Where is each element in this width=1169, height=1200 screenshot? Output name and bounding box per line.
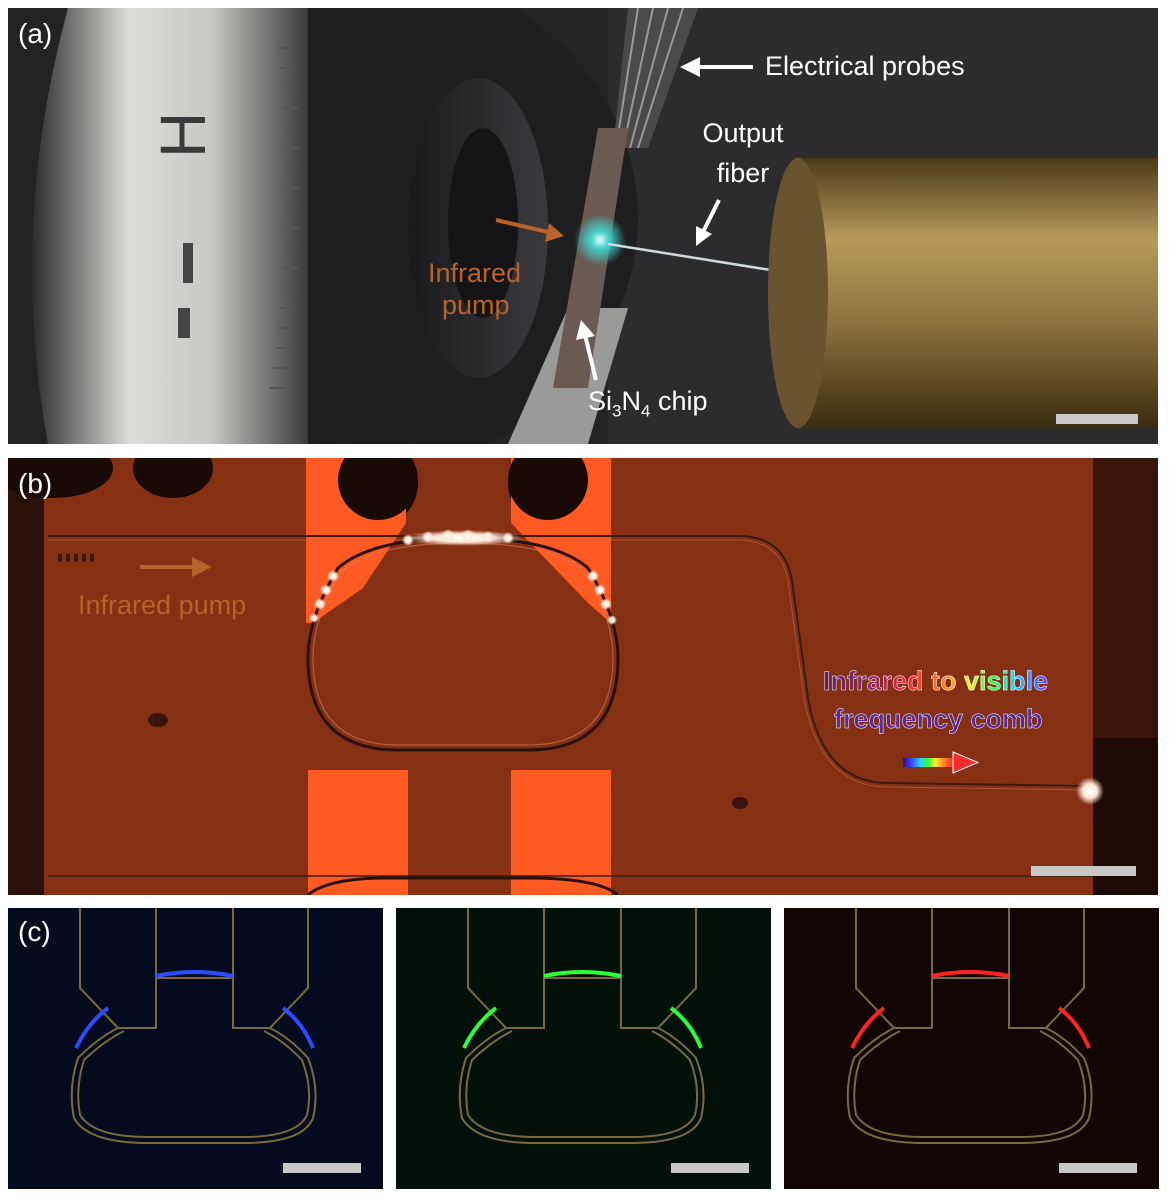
dial-ring — [32, 8, 308, 444]
red-emission-right — [1057, 1006, 1091, 1049]
panel-a-scene — [8, 8, 1158, 444]
dial-mark-text: H — [147, 111, 219, 158]
bus-waveguide — [48, 535, 1094, 787]
output-fiber-label-2: fiber — [716, 158, 770, 188]
panel-label-b: (b) — [18, 468, 53, 499]
output-fiber-label-1: Output — [702, 118, 784, 148]
arrow-icon — [576, 320, 598, 381]
chip-left-edge — [8, 458, 44, 895]
infrared-pump-label-1: Infrared — [428, 258, 522, 288]
panel-a-photo: (a) H Electrical probes Output fiber Inf… — [8, 8, 1158, 444]
scale-bar — [283, 1163, 361, 1173]
panel-b-chip — [8, 458, 1158, 895]
dial-knurl — [270, 47, 299, 389]
red-emission-left — [850, 1006, 886, 1049]
electrode-bottom-left — [308, 770, 408, 895]
panel-c-red — [784, 908, 1159, 1189]
brass-fiber-holder — [773, 158, 1158, 428]
blue-emission-top — [155, 970, 234, 978]
dial-tick — [178, 308, 190, 338]
green-ring-image — [396, 908, 771, 1189]
device-outline — [458, 908, 705, 1144]
green-emission-top — [543, 970, 622, 978]
electrical-probes-shape — [613, 8, 698, 149]
rainbow-arrow-icon — [903, 751, 980, 774]
electrode-bottom-right — [511, 770, 611, 895]
blue-ring-image — [8, 908, 383, 1189]
debris — [148, 713, 168, 727]
chip-label: Si3N4 chip — [588, 386, 708, 421]
arrow-icon — [495, 218, 564, 242]
arrow-icon — [140, 557, 212, 577]
dial-tick — [183, 243, 193, 283]
panel-c-green — [396, 908, 771, 1189]
red-ring-image — [784, 908, 1159, 1189]
output-fiber-line — [607, 242, 784, 274]
device-outline — [846, 908, 1093, 1144]
device-outline — [70, 908, 317, 1144]
output-glow — [574, 214, 626, 266]
chip-right-edge — [1093, 458, 1158, 738]
probe-shadow — [8, 458, 113, 498]
green-emission-right — [669, 1006, 703, 1049]
scale-bar — [671, 1163, 749, 1173]
scale-bar — [1059, 1163, 1137, 1173]
comb-label-2: frequency comb — [834, 704, 1043, 735]
infrared-pump-label-2: pump — [442, 290, 510, 320]
blue-emission-left — [74, 1006, 110, 1049]
infrared-pump-label: Infrared pump — [78, 590, 247, 620]
panel-b-photo: (b) Infrared pump Infrared to visible fr… — [8, 458, 1158, 895]
arrow-icon — [680, 57, 753, 77]
comb-label-1: Infrared to visible — [823, 666, 1049, 697]
scale-bar — [1031, 866, 1136, 876]
scale-bar — [1056, 414, 1138, 424]
panel-c-blue: (c) — [8, 908, 383, 1189]
blue-emission-right — [281, 1006, 315, 1049]
arrow-icon — [696, 199, 721, 246]
panel-label-c: (c) — [18, 916, 51, 947]
light-emission — [309, 529, 1104, 805]
green-emission-left — [462, 1006, 498, 1049]
red-emission-top — [931, 970, 1010, 978]
alignment-marks — [58, 554, 94, 562]
electrical-probes-label: Electrical probes — [765, 51, 965, 81]
panel-label-a: (a) — [18, 18, 53, 49]
